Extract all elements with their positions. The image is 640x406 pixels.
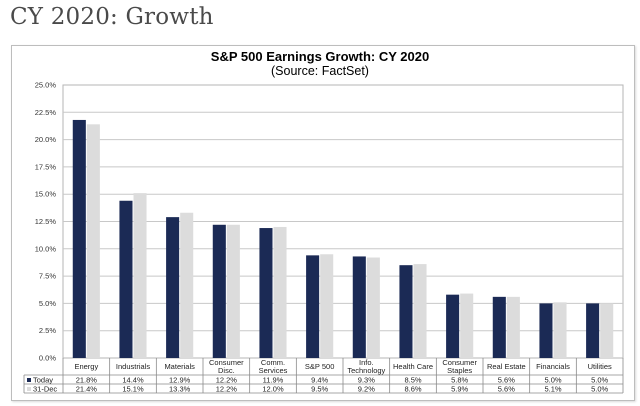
y-tick-label: 2.5% [39,326,56,335]
data-label: 9.5% [311,384,328,393]
category-label: Comm. [261,358,285,367]
data-label: 12.0% [262,384,284,393]
data-label: 15.1% [122,384,144,393]
category-label: Consumer [209,358,244,367]
data-label: 5.1% [544,384,561,393]
bar-today [72,119,86,358]
data-label: 12.9% [169,375,191,384]
bar-31-dec [506,296,520,358]
category-label: Services [259,366,288,375]
data-label: 5.9% [451,384,468,393]
chart-subtitle: (Source: FactSet) [271,64,369,78]
y-tick-label: 5.0% [39,299,56,308]
y-tick-label: 15.0% [35,190,57,199]
y-tick-label: 25.0% [35,81,57,90]
data-label: 8.5% [404,375,421,384]
slide-title: CY 2020: Growth [10,4,214,30]
data-label: 5.8% [451,375,468,384]
bar-31-dec [180,212,194,358]
legend-swatch-31-dec [27,387,31,391]
data-label: 5.0% [591,375,608,384]
category-label: Materials [164,362,195,371]
y-tick-label: 10.0% [35,244,57,253]
category-label: Technology [347,366,385,375]
bar-today [166,217,180,358]
category-label: Financials [536,362,570,371]
bar-31-dec [273,226,287,358]
bar-31-dec [320,254,334,358]
category-label: Info. [359,358,374,367]
y-tick-label: 7.5% [39,272,56,281]
legend-label: 31-Dec [33,384,57,393]
bar-today [399,265,413,358]
category-label: Health Care [393,362,433,371]
data-label: 5.6% [498,384,515,393]
data-label: 12.2% [216,375,238,384]
legend-swatch-today [27,378,31,382]
bar-today [492,296,506,358]
category-label: Industrials [116,362,150,371]
data-label: 12.2% [216,384,238,393]
data-label: 5.0% [591,384,608,393]
legend-label: Today [33,375,53,384]
chart-title: S&P 500 Earnings Growth: CY 2020 [210,49,430,64]
bar-today [212,224,226,358]
bar-31-dec [86,124,100,358]
bar-today [119,200,133,358]
y-tick-label: 20.0% [35,135,57,144]
bar-31-dec [366,257,380,358]
bar-today [446,294,460,358]
bar-31-dec [553,302,567,358]
category-label: Utilities [588,362,612,371]
bar-today [539,303,553,358]
y-tick-label: 22.5% [35,108,57,117]
category-label: Staples [447,366,472,375]
bar-today [306,255,320,358]
category-label: Disc. [218,366,235,375]
bar-31-dec [460,293,474,358]
y-tick-label: 12.5% [35,217,57,226]
data-label: 9.2% [358,384,375,393]
data-label: 14.4% [122,375,144,384]
data-label: 9.3% [358,375,375,384]
data-label: 9.4% [311,375,328,384]
bar-31-dec [600,303,614,358]
data-label: 11.9% [263,375,284,384]
bar-31-dec [226,224,240,358]
bar-31-dec [413,264,427,358]
data-label: 13.3% [169,384,191,393]
bar-today [259,228,273,358]
data-label: 8.6% [404,384,421,393]
data-label: 21.8% [76,375,98,384]
category-label: Energy [74,362,98,371]
y-tick-label: 0.0% [39,354,56,363]
category-label: Consumer [442,358,477,367]
bar-today [586,303,600,358]
data-label: 21.4% [76,384,98,393]
bar-31-dec [133,193,147,358]
category-label: S&P 500 [305,362,334,371]
bar-today [352,256,366,358]
category-label: Real Estate [487,362,526,371]
data-label: 5.6% [498,375,515,384]
data-label: 5.0% [544,375,561,384]
y-tick-label: 17.5% [35,162,57,171]
